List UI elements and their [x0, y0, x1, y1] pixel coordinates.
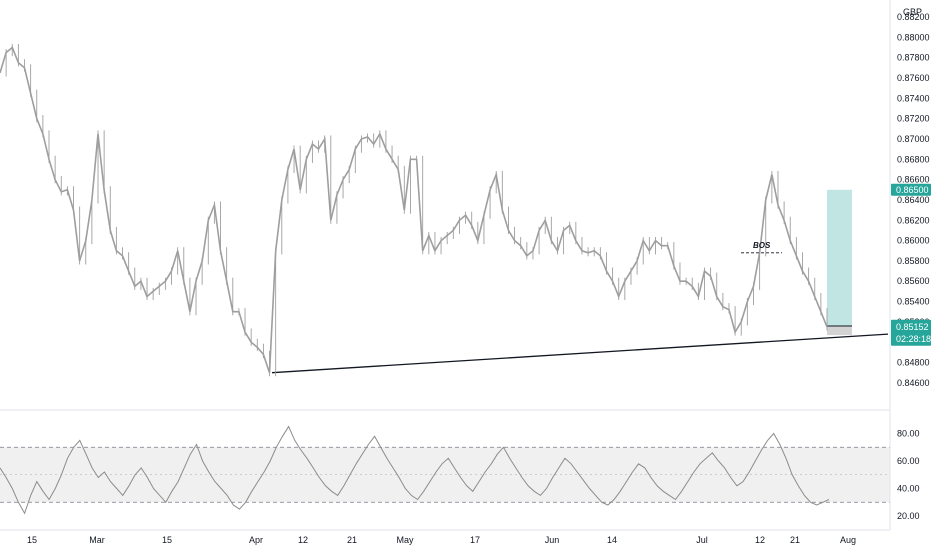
price-tick-label: 0.84800 — [897, 358, 930, 368]
price-tick-label: 0.85600 — [897, 276, 930, 286]
time-tick-label: Mar — [89, 535, 105, 545]
oscillator-line — [0, 425, 830, 515]
bar-countdown: 02:28:18 — [896, 334, 931, 344]
price-axis-ticks: 0.88200 0.88000 0.87800 0.87600 0.87400 0.872… — [897, 12, 930, 388]
time-axis[interactable]: 15 Mar 15 Apr 12 21 May 17 Jun 14 Jul 12 21 Aug — [0, 529, 890, 545]
bos-annotation[interactable]: BOS — [741, 241, 782, 254]
time-tick-label: 21 — [790, 535, 800, 545]
price-tick-label: 0.87400 — [897, 93, 930, 103]
time-tick-label: 14 — [607, 535, 617, 545]
oscillator-tick-label: 60.00 — [897, 456, 920, 466]
price-tick-label: 0.87000 — [897, 134, 930, 144]
bos-label: BOS — [753, 241, 771, 250]
time-tick-label: 15 — [162, 535, 172, 545]
long-position-tool[interactable] — [827, 189, 852, 336]
price-axis[interactable]: GBP 0.882000.880000.878000.876000.874000… — [889, 0, 931, 530]
price-tick-label: 0.86800 — [897, 154, 930, 164]
oscillator-tick-label: 40.00 — [897, 484, 920, 494]
time-tick-label: Jun — [545, 535, 560, 545]
support-trendline[interactable] — [271, 333, 889, 374]
price-tick-label: 0.87200 — [897, 114, 930, 124]
price-tick-label: 0.87600 — [897, 73, 930, 83]
price-series — [0, 43, 828, 377]
price-line — [0, 46, 828, 373]
price-tick-label: 0.86200 — [897, 215, 930, 225]
position-profit-zone — [827, 189, 852, 326]
time-tick-label: 21 — [347, 535, 357, 545]
last-price-label: 0.85152 — [896, 322, 929, 332]
position-stop-zone — [827, 325, 852, 336]
last-price-tag: 0.85152 02:28:18 — [891, 319, 931, 346]
price-tick-label: 0.86000 — [897, 236, 930, 246]
price-tick-label: 0.85800 — [897, 256, 930, 266]
time-axis-ticks: 15 Mar 15 Apr 12 21 May 17 Jun 14 Jul 12 21 Aug — [27, 535, 856, 545]
time-tick-label: 12 — [755, 535, 765, 545]
time-tick-label: 15 — [27, 535, 37, 545]
oscillator-tick-label: 20.00 — [897, 511, 920, 521]
price-pane[interactable]: BOS — [0, 43, 889, 377]
time-tick-label: 12 — [298, 535, 308, 545]
price-tick-label: 0.85400 — [897, 297, 930, 307]
price-tick-label: 0.88000 — [897, 32, 930, 42]
price-tick-label: 0.87800 — [897, 53, 930, 63]
currency-label[interactable]: GBP — [903, 7, 922, 17]
time-tick-label: Jul — [696, 535, 708, 545]
oscillator-axis-ticks: 80.00 60.00 40.00 20.00 — [897, 429, 920, 522]
target-price-tag-bg — [891, 183, 931, 196]
last-price-tag-bg — [891, 319, 931, 346]
price-tick-label: 0.86600 — [897, 175, 930, 185]
price-tick-label: 0.86400 — [897, 195, 930, 205]
oscillator-tick-label: 80.00 — [897, 429, 920, 439]
time-tick-label: May — [396, 535, 414, 545]
time-tick-label: Apr — [249, 535, 263, 545]
target-price-label: 0.86500 — [896, 185, 929, 195]
price-tick-label: 0.88200 — [897, 12, 930, 22]
time-tick-label: 17 — [470, 535, 480, 545]
price-tick-label: 0.84600 — [897, 378, 930, 388]
target-price-tag: 0.86500 — [891, 183, 931, 196]
time-tick-label: Aug — [840, 535, 856, 545]
oscillator-pane[interactable] — [0, 425, 890, 515]
